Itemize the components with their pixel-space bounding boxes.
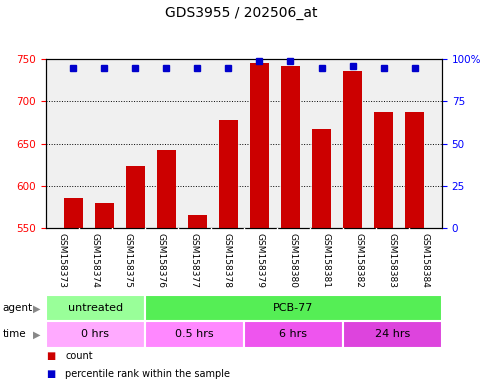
Bar bbox=[46, 321, 145, 348]
Text: PCB-77: PCB-77 bbox=[273, 303, 313, 313]
Text: GSM158374: GSM158374 bbox=[91, 233, 100, 288]
Bar bbox=[312, 129, 331, 228]
Bar bbox=[405, 113, 424, 228]
Text: ▶: ▶ bbox=[33, 329, 41, 339]
Text: GSM158383: GSM158383 bbox=[388, 233, 397, 288]
Text: 0 hrs: 0 hrs bbox=[82, 329, 109, 339]
Bar bbox=[374, 111, 393, 228]
Bar bbox=[343, 71, 362, 228]
Bar bbox=[95, 203, 114, 228]
Text: time: time bbox=[2, 329, 26, 339]
Text: GSM158379: GSM158379 bbox=[256, 233, 265, 288]
Bar bbox=[145, 295, 442, 321]
Text: GSM158373: GSM158373 bbox=[58, 233, 67, 288]
Bar bbox=[157, 149, 176, 228]
Text: 24 hrs: 24 hrs bbox=[375, 329, 410, 339]
Text: ▶: ▶ bbox=[33, 303, 41, 313]
Bar bbox=[244, 321, 343, 348]
Text: ■: ■ bbox=[46, 351, 55, 361]
Text: GSM158380: GSM158380 bbox=[289, 233, 298, 288]
Text: untreated: untreated bbox=[68, 303, 123, 313]
Bar bbox=[250, 63, 269, 228]
Text: GSM158375: GSM158375 bbox=[124, 233, 133, 288]
Text: GSM158381: GSM158381 bbox=[322, 233, 331, 288]
Text: GDS3955 / 202506_at: GDS3955 / 202506_at bbox=[165, 6, 318, 20]
Bar bbox=[64, 198, 83, 228]
Text: ■: ■ bbox=[46, 369, 55, 379]
Text: GSM158382: GSM158382 bbox=[355, 233, 364, 288]
Text: GSM158376: GSM158376 bbox=[157, 233, 166, 288]
Bar bbox=[343, 321, 442, 348]
Text: agent: agent bbox=[2, 303, 32, 313]
Bar bbox=[145, 321, 244, 348]
Bar bbox=[188, 215, 207, 228]
Text: percentile rank within the sample: percentile rank within the sample bbox=[65, 369, 230, 379]
Text: 6 hrs: 6 hrs bbox=[280, 329, 307, 339]
Bar bbox=[219, 120, 238, 228]
Bar bbox=[126, 166, 144, 228]
Bar bbox=[281, 66, 300, 228]
Text: 0.5 hrs: 0.5 hrs bbox=[175, 329, 213, 339]
Text: GSM158377: GSM158377 bbox=[190, 233, 199, 288]
Bar bbox=[46, 295, 145, 321]
Text: GSM158384: GSM158384 bbox=[421, 233, 430, 288]
Text: count: count bbox=[65, 351, 93, 361]
Text: GSM158378: GSM158378 bbox=[223, 233, 232, 288]
